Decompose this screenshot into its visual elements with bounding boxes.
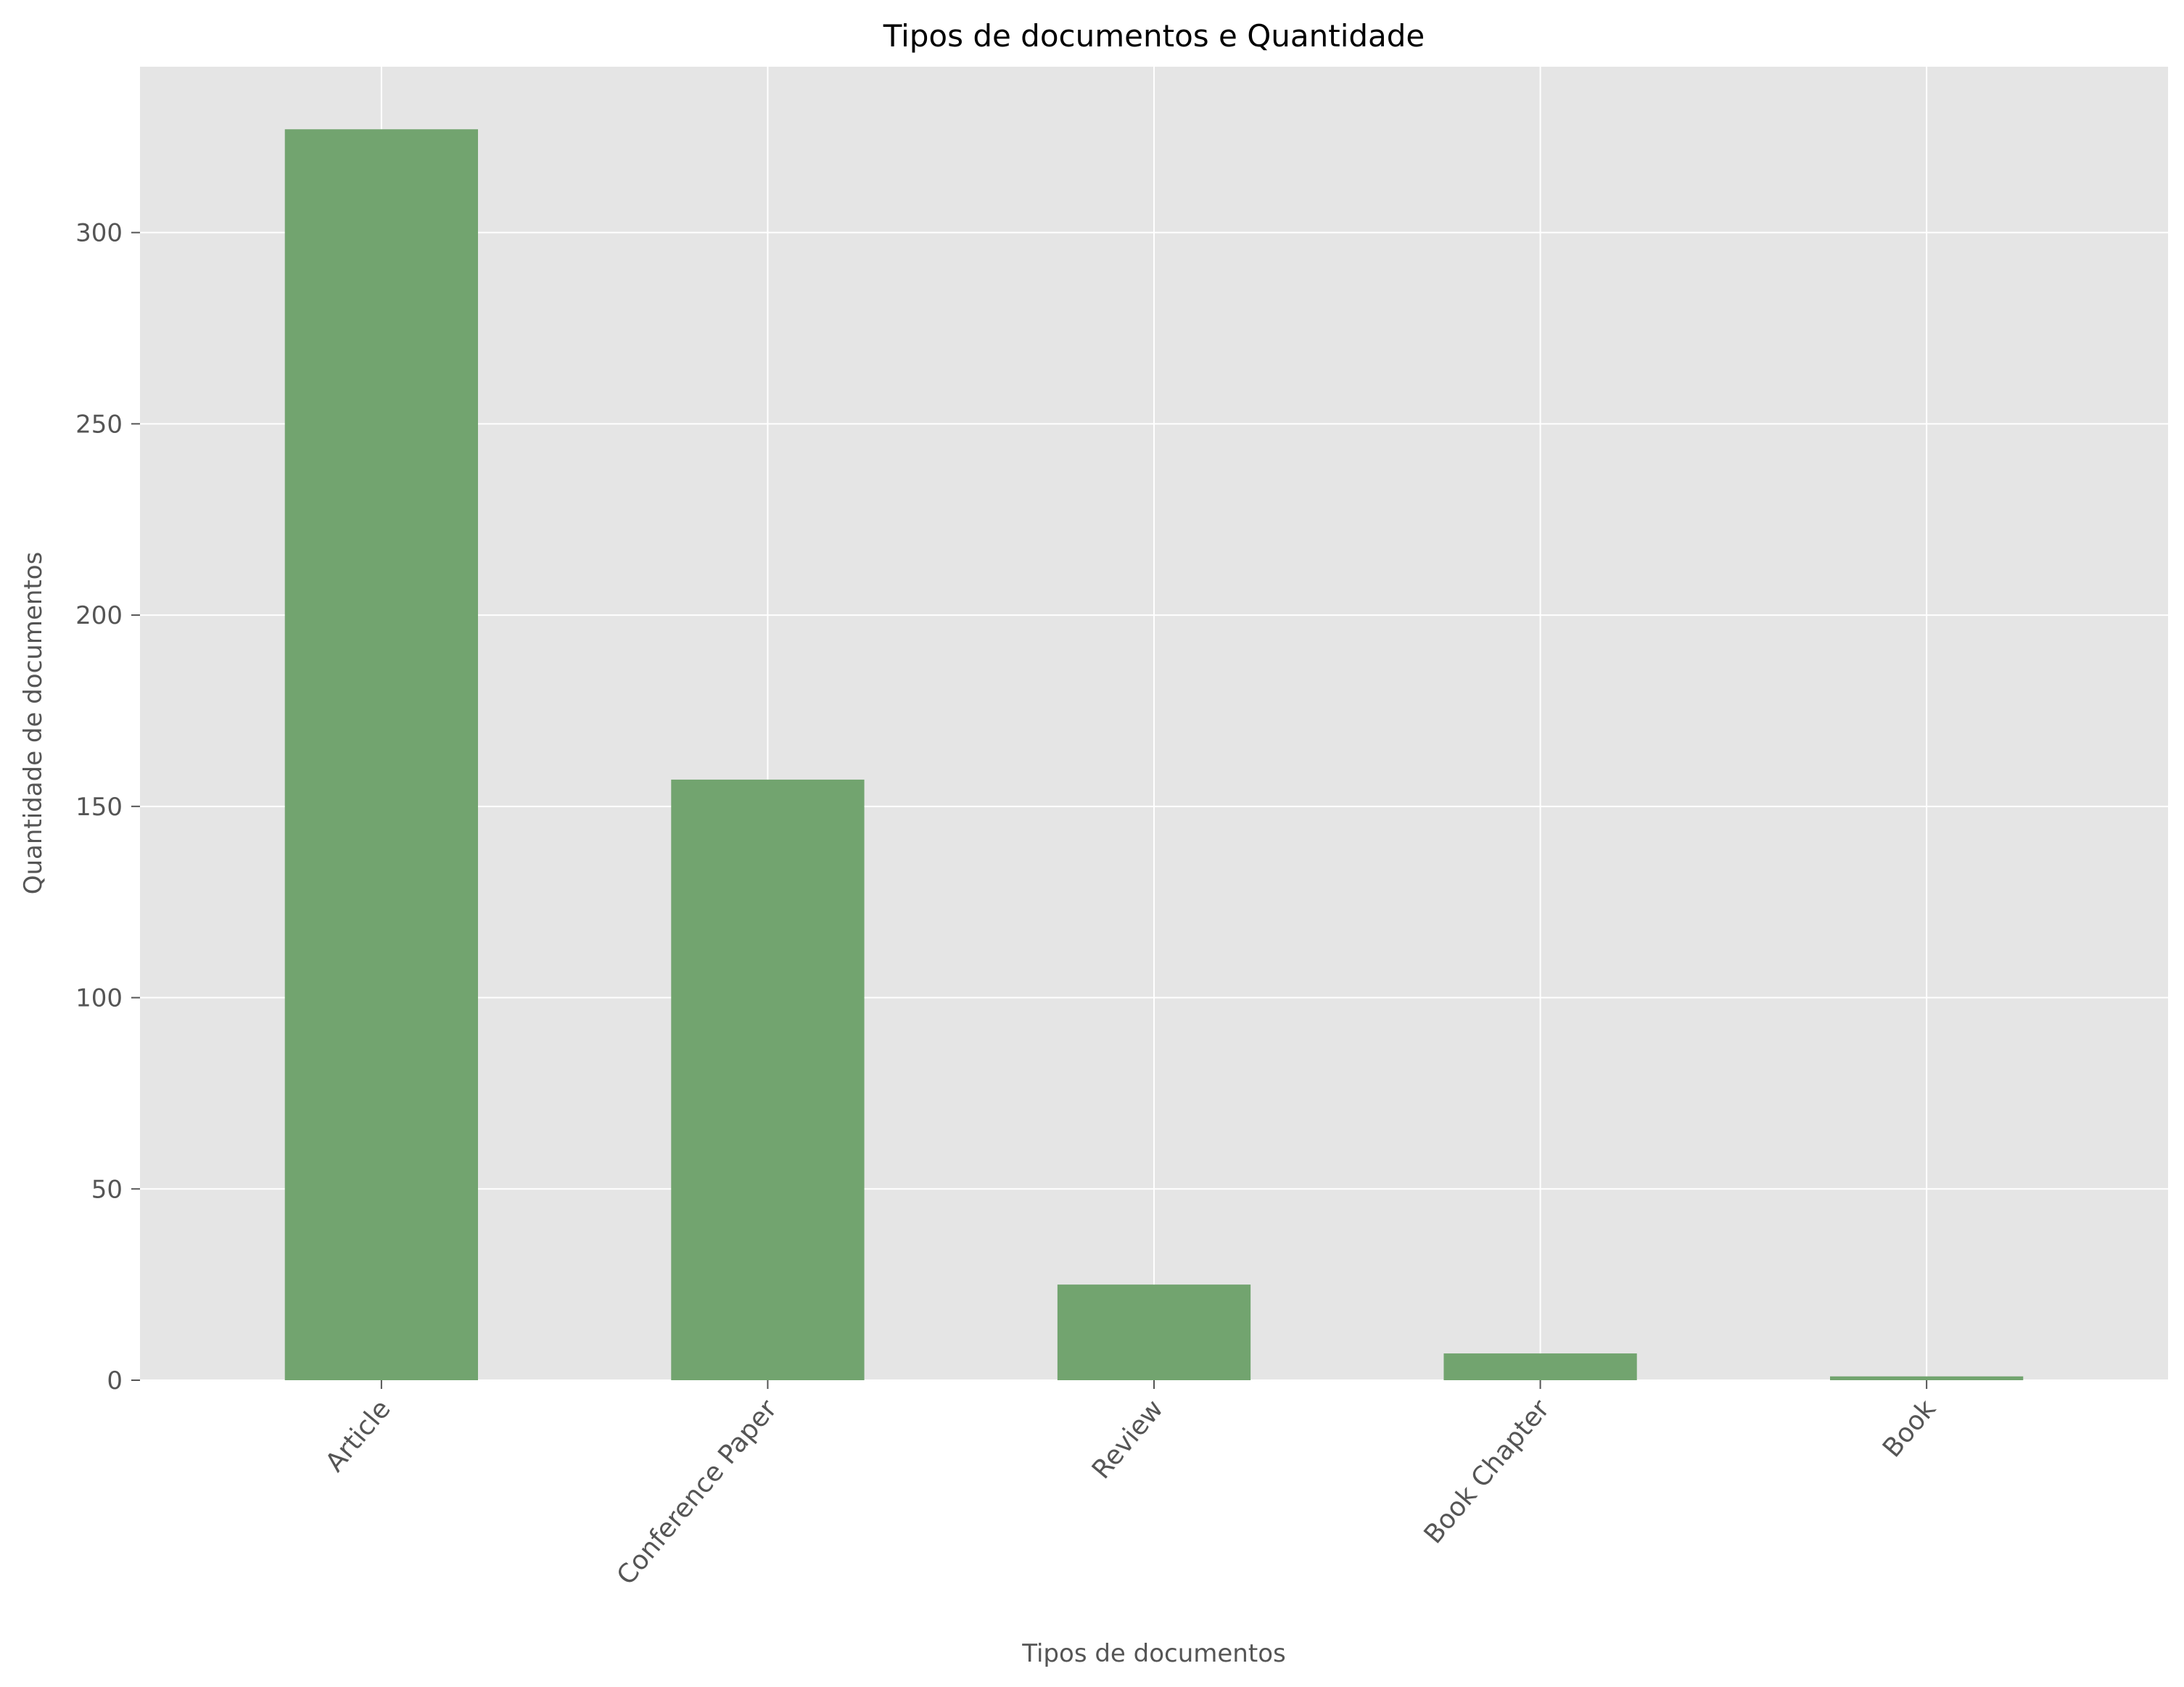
bar-conference-paper bbox=[671, 779, 865, 1380]
x-tick-label: Article bbox=[320, 1394, 397, 1477]
y-tick-label: 300 bbox=[75, 219, 123, 248]
x-axis-label: Tipos de documentos bbox=[1021, 1639, 1285, 1668]
x-ticks: Article Conference Paper Review Book Chapte… bbox=[320, 1380, 1942, 1591]
y-tick-label: 250 bbox=[75, 410, 123, 439]
y-tick-label: 0 bbox=[107, 1366, 123, 1395]
y-tick-label: 50 bbox=[91, 1175, 123, 1204]
bar-book bbox=[1830, 1376, 2024, 1380]
bar-review bbox=[1057, 1284, 1251, 1380]
bar-book-chapter bbox=[1443, 1353, 1637, 1380]
y-tick-label: 100 bbox=[75, 984, 123, 1013]
x-tick-label: Book Chapter bbox=[1419, 1394, 1556, 1549]
y-tick-label: 150 bbox=[75, 793, 123, 822]
bars bbox=[284, 129, 2024, 1381]
x-tick-label: Book bbox=[1877, 1394, 1942, 1463]
bar-article bbox=[284, 129, 478, 1381]
chart-title: Tipos de documentos e Quantidade bbox=[883, 18, 1425, 54]
x-tick-label: Conference Paper bbox=[611, 1394, 783, 1591]
x-tick-label: Review bbox=[1087, 1394, 1169, 1485]
y-ticks: 0 50 100 150 200 250 300 bbox=[75, 219, 140, 1395]
y-axis-label: Quantidade de documentos bbox=[19, 552, 48, 895]
y-tick-label: 200 bbox=[75, 601, 123, 630]
